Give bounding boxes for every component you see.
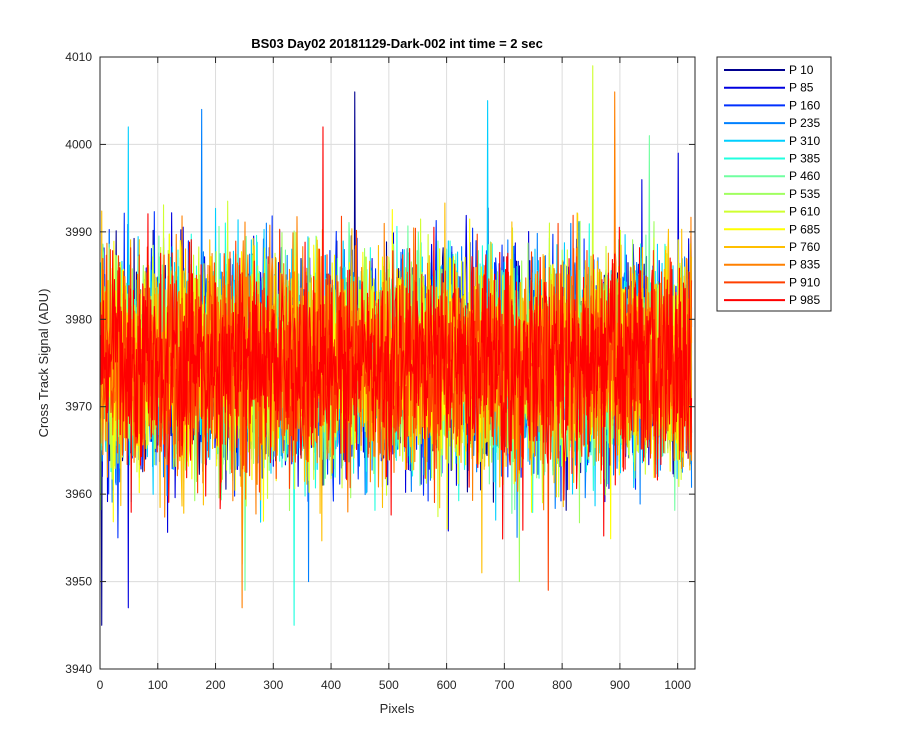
x-tick-label: 100: [148, 678, 168, 692]
x-tick-label: 1000: [664, 678, 691, 692]
x-tick-label: 0: [97, 678, 104, 692]
y-tick-label: 4000: [65, 137, 92, 151]
y-tick-label: 3990: [65, 225, 92, 239]
axis-ticks: 0 100 200 300 400 500 600 700 800 900 1000 3940 3950…: [65, 50, 695, 692]
legend-label: P 835: [789, 258, 820, 272]
series-line-p-985: [100, 126, 693, 540]
legend-label: P 310: [789, 134, 820, 148]
x-tick-label: 500: [379, 678, 399, 692]
legend-box: [716, 56, 832, 312]
x-tick-label: 200: [206, 678, 226, 692]
y-tick-label: 3980: [65, 312, 92, 326]
legend-label: P 910: [789, 275, 820, 289]
legend: P 10 P 85 P 160 P 235 P 310 P 385 P 460 P 535 P …: [716, 56, 832, 312]
x-tick-label: 300: [263, 678, 283, 692]
y-tick-label: 4010: [65, 50, 92, 64]
series-lines: [100, 65, 693, 626]
x-axis-label: Pixels: [380, 701, 415, 716]
y-tick-label: 3940: [65, 662, 92, 676]
x-tick-label: 800: [552, 678, 572, 692]
legend-label: P 985: [789, 293, 820, 307]
legend-label: P 385: [789, 152, 820, 166]
legend-label: P 10: [789, 63, 814, 77]
y-tick-label: 3960: [65, 487, 92, 501]
legend-label: P 235: [789, 116, 820, 130]
legend-label: P 85: [789, 81, 814, 95]
y-tick-label: 3950: [65, 575, 92, 589]
legend-label: P 610: [789, 205, 820, 219]
legend-label: P 460: [789, 169, 820, 183]
legend-label: P 685: [789, 222, 820, 236]
plot-frame: [99, 56, 696, 670]
y-axis-label: Cross Track Signal (ADU): [36, 289, 51, 438]
x-tick-label: 700: [494, 678, 514, 692]
legend-label: P 760: [789, 240, 820, 254]
legend-label: P 160: [789, 98, 820, 112]
x-tick-label: 600: [437, 678, 457, 692]
y-tick-label: 3970: [65, 400, 92, 414]
legend-label: P 535: [789, 187, 820, 201]
x-tick-label: 900: [610, 678, 630, 692]
chart-title: BS03 Day02 20181129-Dark-002 int time = …: [251, 36, 543, 51]
x-tick-label: 400: [321, 678, 341, 692]
